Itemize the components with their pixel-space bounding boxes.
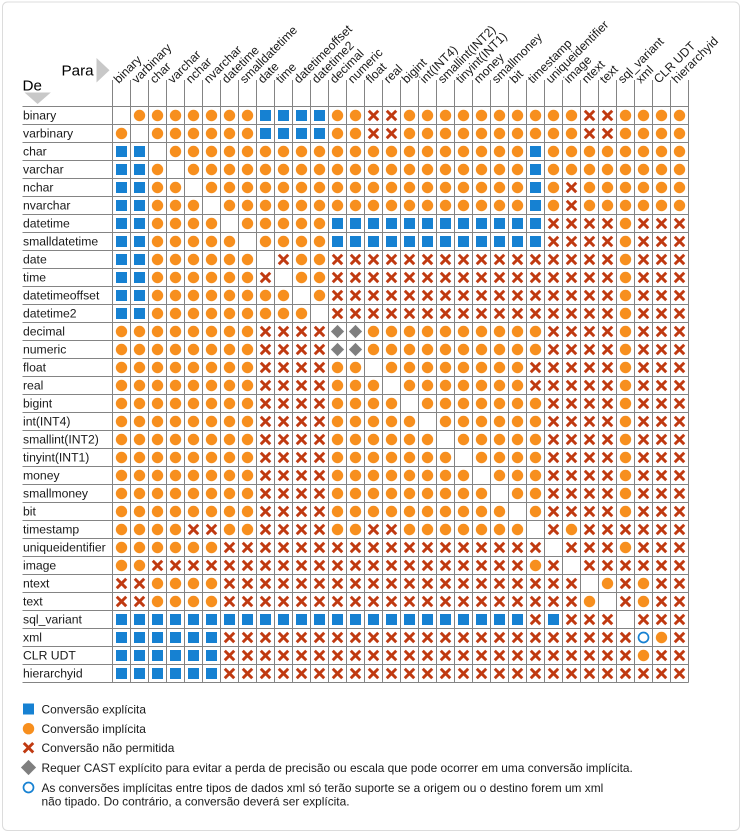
svg-text:timestamp: timestamp — [23, 523, 79, 537]
svg-text:varbinary: varbinary — [23, 127, 74, 141]
svg-text:char: char — [23, 145, 47, 159]
svg-text:smallmoney: smallmoney — [23, 487, 89, 501]
svg-text:time: time — [23, 271, 46, 285]
svg-text:Conversão implícita: Conversão implícita — [42, 722, 147, 736]
svg-text:uniqueidentifier: uniqueidentifier — [23, 541, 106, 555]
svg-text:date: date — [23, 253, 47, 267]
svg-text:As conversões implícitas entre: As conversões implícitas entre tipos de … — [42, 781, 604, 795]
svg-text:Conversão explícita: Conversão explícita — [42, 702, 147, 716]
svg-text:Conversão não permitida: Conversão não permitida — [42, 741, 175, 755]
svg-text:sql_variant: sql_variant — [23, 613, 83, 627]
svg-text:int(INT4): int(INT4) — [23, 415, 70, 429]
svg-text:decimal: decimal — [23, 325, 65, 339]
svg-text:smallint(INT2): smallint(INT2) — [23, 433, 99, 447]
svg-text:datetime: datetime — [23, 217, 70, 231]
svg-text:não tipado. Do contrário, a co: não tipado. Do contrário, a conversão de… — [42, 794, 350, 808]
svg-text:nvarchar: nvarchar — [23, 199, 70, 213]
svg-text:hierarchyid: hierarchyid — [23, 667, 83, 681]
svg-text:Para: Para — [62, 63, 95, 80]
svg-text:bigint: bigint — [23, 397, 53, 411]
svg-text:tinyint(INT1): tinyint(INT1) — [23, 451, 89, 465]
svg-text:bit: bit — [23, 505, 36, 519]
svg-text:real: real — [23, 379, 43, 393]
svg-text:text: text — [23, 595, 43, 609]
svg-text:ntext: ntext — [23, 577, 50, 591]
svg-text:datetime2: datetime2 — [23, 307, 77, 321]
svg-text:CLR UDT: CLR UDT — [23, 649, 76, 663]
svg-text:image: image — [23, 559, 56, 573]
svg-text:Requer CAST explícito para evi: Requer CAST explícito para evitar a perd… — [42, 761, 633, 775]
svg-text:datetimeoffset: datetimeoffset — [23, 289, 100, 303]
svg-text:smalldatetime: smalldatetime — [23, 235, 98, 249]
svg-text:float: float — [23, 361, 47, 375]
svg-text:De: De — [23, 78, 42, 95]
svg-text:nchar: nchar — [23, 181, 54, 195]
svg-text:xml: xml — [23, 631, 42, 645]
svg-text:numeric: numeric — [23, 343, 66, 357]
svg-text:money: money — [23, 469, 60, 483]
svg-text:varchar: varchar — [23, 163, 64, 177]
svg-text:binary: binary — [23, 109, 57, 123]
